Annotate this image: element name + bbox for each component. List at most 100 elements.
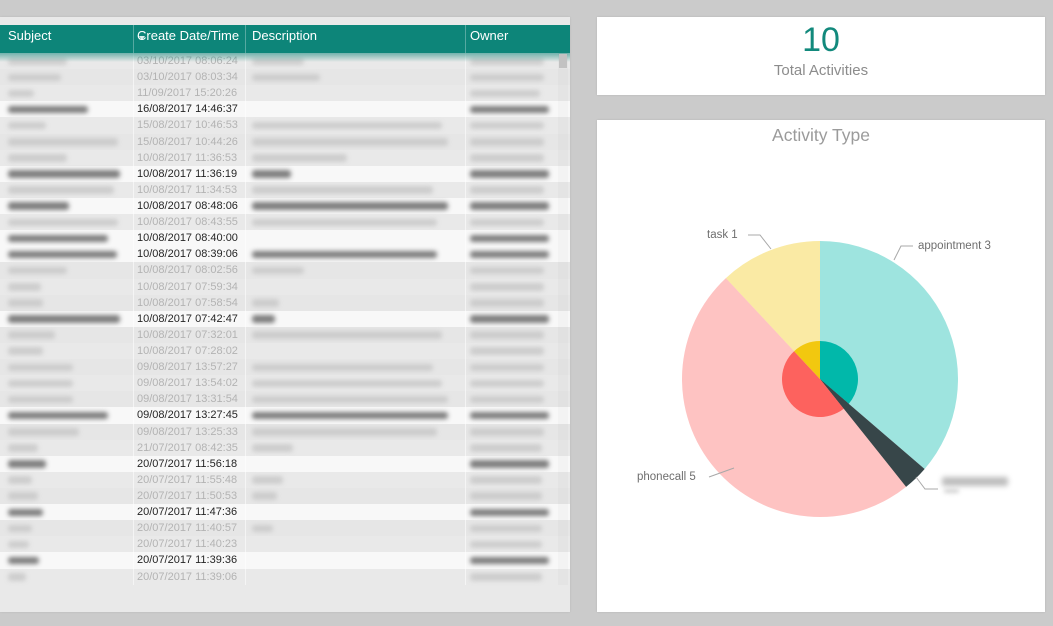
create-date-cell: 10/08/2017 07:28:02 <box>137 344 238 357</box>
create-date-cell: 20/07/2017 11:39:36 <box>137 554 238 567</box>
table-row[interactable]: 21/07/2017 08:42:35 <box>0 439 570 456</box>
pie-slice-task[interactable] <box>725 241 820 379</box>
subject-cell-redacted <box>8 73 62 82</box>
table-row[interactable]: 20/07/2017 11:47:36 <box>0 504 570 521</box>
table-row[interactable]: 10/08/2017 07:28:02 <box>0 342 570 360</box>
table-row[interactable]: 10/08/2017 08:40:00 <box>0 230 570 247</box>
kpi-value: 10 <box>802 21 840 59</box>
create-date-cell: 10/08/2017 08:02:56 <box>137 264 238 277</box>
subject-cell-redacted <box>8 299 44 307</box>
table-row[interactable]: 20/07/2017 11:50:53 <box>0 487 570 505</box>
table-row[interactable]: 10/08/2017 11:34:53 <box>0 181 570 198</box>
table-row[interactable]: 15/08/2017 10:46:53 <box>0 117 570 134</box>
table-row[interactable]: 20/07/2017 11:55:48 <box>0 471 570 488</box>
subject-cell-redacted <box>8 138 118 146</box>
subject-cell-redacted <box>8 347 44 355</box>
table-row[interactable]: 10/08/2017 08:02:56 <box>0 262 570 279</box>
table-row[interactable]: 10/08/2017 11:36:53 <box>0 149 570 166</box>
column-header-owner[interactable]: Owner <box>470 28 509 43</box>
subject-cell-redacted <box>8 315 121 323</box>
scrollbar-thumb[interactable] <box>559 54 567 68</box>
owner-cell-redacted <box>470 428 545 436</box>
header-divider <box>245 25 246 53</box>
create-date-cell: 20/07/2017 11:56:18 <box>137 457 238 470</box>
create-date-cell: 20/07/2017 11:55:48 <box>137 473 238 486</box>
subject-cell-redacted <box>8 250 117 259</box>
table-row[interactable]: 20/07/2017 11:40:23 <box>0 536 570 553</box>
owner-cell-redacted <box>470 73 545 82</box>
table-row[interactable]: 09/08/2017 13:25:33 <box>0 423 570 440</box>
subject-cell-redacted <box>8 460 46 468</box>
table-row[interactable]: 03/10/2017 08:06:24 <box>0 53 570 70</box>
table-row[interactable]: 20/07/2017 11:56:18 <box>0 455 570 472</box>
column-header-create-date[interactable]: Create Date/Time <box>137 28 240 43</box>
pie-slice--redacted--highlight[interactable] <box>820 379 849 409</box>
create-date-cell: 10/08/2017 07:32:01 <box>137 328 238 341</box>
pie-slice-task-highlight[interactable] <box>794 341 820 379</box>
owner-cell-redacted <box>470 492 542 500</box>
pie-label-appointment: appointment 3 <box>918 240 991 252</box>
table-row[interactable]: 10/08/2017 07:58:54 <box>0 294 570 311</box>
table-scrollbar[interactable] <box>558 53 568 585</box>
table-row[interactable]: 20/07/2017 11:39:36 <box>0 552 570 569</box>
table-row[interactable]: 03/10/2017 08:03:34 <box>0 69 570 86</box>
description-cell-redacted <box>252 428 438 436</box>
table-row[interactable]: 10/08/2017 08:43:55 <box>0 214 570 231</box>
activity-type-card: Activity Type task 1 appointment 3 phone… <box>597 120 1045 612</box>
owner-cell-redacted <box>470 444 542 452</box>
header-divider <box>465 25 466 53</box>
subject-cell-redacted <box>8 540 30 549</box>
subject-cell-redacted <box>8 186 115 194</box>
table-row[interactable]: 16/08/2017 14:46:37 <box>0 101 570 118</box>
create-date-cell: 20/07/2017 11:50:53 <box>137 489 238 502</box>
table-row[interactable]: 20/07/2017 11:39:06 <box>0 568 570 585</box>
create-date-cell: 16/08/2017 14:46:37 <box>137 103 238 116</box>
description-cell-redacted <box>252 154 347 162</box>
create-date-cell: 03/10/2017 08:03:34 <box>137 71 238 84</box>
owner-cell-redacted <box>470 299 545 307</box>
table-row[interactable]: 10/08/2017 07:42:47 <box>0 310 570 327</box>
owner-cell-redacted <box>470 460 550 468</box>
table-row[interactable]: 09/08/2017 13:54:02 <box>0 375 570 392</box>
subject-cell-redacted <box>8 556 39 565</box>
column-header-description[interactable]: Description <box>252 28 318 43</box>
subject-cell-redacted <box>8 218 118 227</box>
owner-cell-redacted <box>470 508 550 517</box>
table-row[interactable]: 10/08/2017 08:39:06 <box>0 246 570 263</box>
table-row[interactable]: 09/08/2017 13:31:54 <box>0 391 570 408</box>
table-row[interactable]: 10/08/2017 07:59:34 <box>0 278 570 295</box>
owner-cell-redacted <box>470 218 545 227</box>
create-date-cell: 15/08/2017 10:44:26 <box>137 135 238 148</box>
table-row[interactable]: 10/08/2017 08:48:06 <box>0 197 570 215</box>
table-row[interactable]: 20/07/2017 11:40:57 <box>0 520 570 537</box>
description-cell-redacted <box>252 411 448 420</box>
create-date-cell: 20/07/2017 11:47:36 <box>137 506 238 519</box>
owner-cell-redacted <box>470 202 550 210</box>
pie-slice-appointment-highlight[interactable] <box>820 341 858 404</box>
subject-cell-redacted <box>8 234 109 243</box>
kpi-label: Total Activities <box>773 62 869 79</box>
create-date-cell: 09/08/2017 13:27:45 <box>137 409 238 422</box>
table-row[interactable]: 10/08/2017 11:36:19 <box>0 165 570 182</box>
pie-slice-appointment[interactable] <box>820 241 958 469</box>
table-row[interactable]: 15/08/2017 10:44:26 <box>0 133 570 150</box>
column-header-subject[interactable]: Subject <box>8 28 52 43</box>
pie-label-task: task 1 <box>707 229 738 241</box>
table-row[interactable]: 10/08/2017 07:32:01 <box>0 326 570 343</box>
pie-slice-phonecall-highlight[interactable] <box>782 351 844 418</box>
description-cell-redacted <box>252 315 275 323</box>
owner-cell-redacted <box>470 266 545 275</box>
table-row[interactable]: 11/09/2017 15:20:26 <box>0 85 570 102</box>
description-cell-redacted <box>252 121 442 130</box>
total-activities-card[interactable]: 10 Total Activities <box>597 17 1045 95</box>
leader-line-appointment <box>893 245 913 261</box>
create-date-cell: 10/08/2017 08:43:55 <box>137 216 238 229</box>
table-row[interactable]: 09/08/2017 13:57:27 <box>0 359 570 376</box>
create-date-cell: 20/07/2017 11:40:57 <box>137 522 238 535</box>
create-date-cell: 09/08/2017 13:57:27 <box>137 361 238 374</box>
create-date-cell: 21/07/2017 08:42:35 <box>137 441 238 454</box>
column-divider <box>245 53 246 585</box>
description-cell-redacted <box>252 363 434 372</box>
owner-cell-redacted <box>470 395 545 404</box>
table-row[interactable]: 09/08/2017 13:27:45 <box>0 407 570 424</box>
